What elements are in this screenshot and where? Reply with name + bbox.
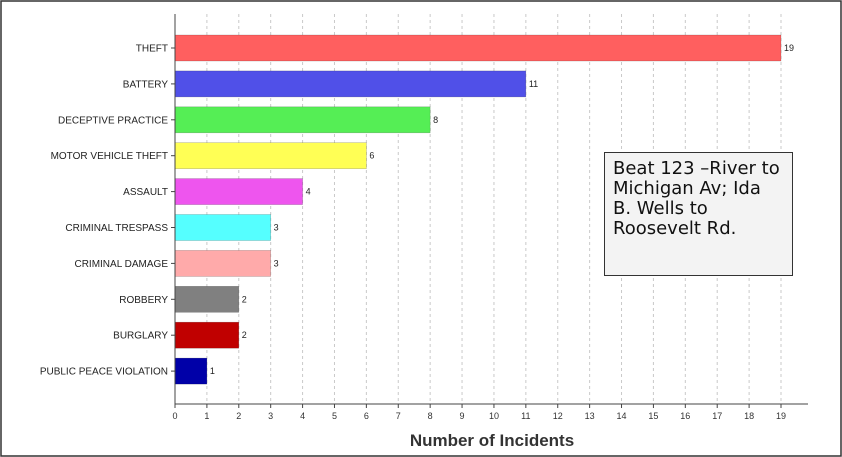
- bar-criminal-damage: [174, 250, 271, 277]
- x-tick-label: 11: [521, 411, 530, 421]
- x-tick-label: 10: [489, 411, 499, 421]
- x-tick-label: 7: [396, 411, 401, 421]
- x-tick-label: 1: [204, 411, 209, 421]
- x-tick-label: 6: [364, 411, 369, 421]
- x-tick-label: 15: [648, 411, 658, 421]
- x-tick-label: 2: [236, 411, 241, 421]
- x-tick-label: 17: [712, 411, 722, 421]
- bar-theft: [174, 34, 782, 62]
- x-axis-title: Number of Incidents: [410, 431, 574, 450]
- value-label-burglary: 2: [242, 330, 247, 340]
- bar-criminal-trespass: [174, 214, 271, 241]
- value-label-criminal-trespass: 3: [274, 223, 279, 233]
- value-label-theft: 19: [784, 43, 794, 53]
- bar-assault: [174, 178, 303, 205]
- x-tick-label: 5: [332, 411, 337, 421]
- bar-robbery: [174, 285, 240, 313]
- bar-public-peace-violation: [174, 357, 208, 385]
- category-label-assault: ASSAULT: [123, 187, 168, 198]
- beat-annotation-box: Beat 123 –River to Michigan Av; Ida B. W…: [604, 152, 793, 276]
- x-tick-label: 13: [585, 411, 595, 421]
- category-label-criminal-trespass: CRIMINAL TRESPASS: [65, 223, 168, 234]
- x-tick-label: 3: [268, 411, 273, 421]
- category-label-robbery: ROBBERY: [119, 295, 168, 306]
- bar-deceptive-practice: [174, 106, 431, 134]
- bar-motor-vehicle-theft: [174, 142, 367, 169]
- x-tick-label: 0: [172, 411, 177, 421]
- x-tick-label: 18: [744, 411, 754, 421]
- value-label-robbery: 2: [242, 294, 247, 304]
- x-tick-label: 19: [776, 411, 786, 421]
- x-tick-label: 12: [553, 411, 563, 421]
- category-label-motor-vehicle-theft: MOTOR VEHICLE THEFT: [51, 151, 168, 162]
- x-tick-label: 9: [460, 411, 465, 421]
- value-label-battery: 11: [529, 79, 538, 89]
- category-label-deceptive-practice: DECEPTIVE PRACTICE: [58, 115, 168, 126]
- value-label-assault: 4: [306, 187, 311, 197]
- bar-battery: [174, 70, 527, 98]
- category-label-battery: BATTERY: [123, 79, 169, 90]
- axes: 0 1 2 3 4 5 6 7 8 9 10 11 12 13 14 15 16 17 18 19: [171, 14, 808, 421]
- x-tick-label: 4: [300, 411, 305, 421]
- category-label-public-peace-violation: PUBLIC PEACE VIOLATION: [40, 367, 168, 378]
- category-label-burglary: BURGLARY: [113, 331, 168, 342]
- x-tick-label: 16: [680, 411, 690, 421]
- bars: THEFT 19 BATTERY 11 DECEPTIVE PRACTICE 8 MOTOR…: [40, 34, 794, 385]
- category-label-criminal-damage: CRIMINAL DAMAGE: [74, 259, 168, 270]
- x-tick-label: 8: [428, 411, 433, 421]
- value-label-criminal-damage: 3: [274, 258, 279, 268]
- value-label-motor-vehicle-theft: 6: [369, 151, 374, 161]
- category-label-theft: THEFT: [136, 44, 168, 55]
- bar-burglary: [174, 321, 240, 349]
- x-tick-label: 14: [617, 411, 627, 421]
- value-label-deceptive-practice: 8: [433, 115, 438, 125]
- value-label-public-peace-violation: 1: [210, 366, 215, 376]
